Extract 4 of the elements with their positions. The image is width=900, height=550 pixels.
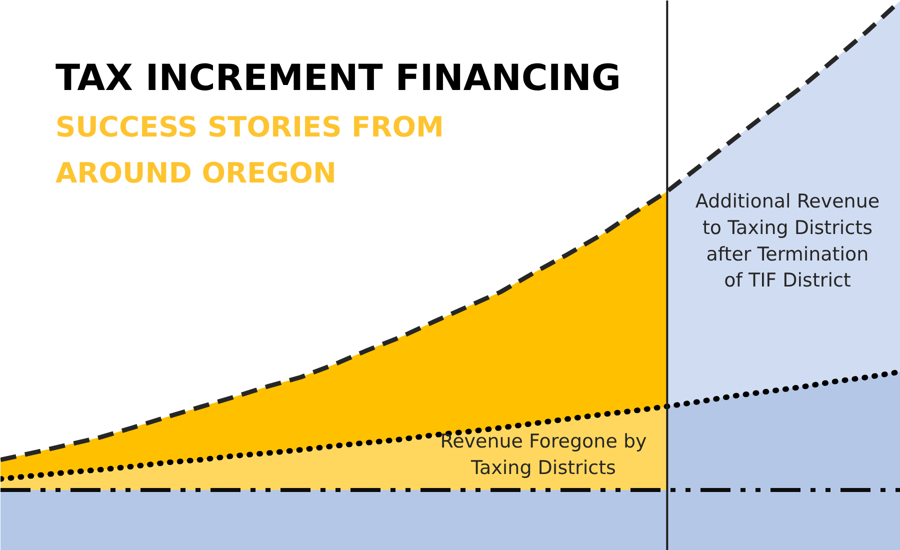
- annotation: Revenue Foregone by Taxing Districts: [440, 430, 647, 479]
- annotation: Additional Revenue to Taxing Districts after Termination of TIF District: [695, 190, 880, 292]
- text: SUCCESS STORIES FROM AROUND OREGON: [56, 110, 444, 190]
- text: TAX INCREMENT FINANCING: [56, 58, 621, 99]
